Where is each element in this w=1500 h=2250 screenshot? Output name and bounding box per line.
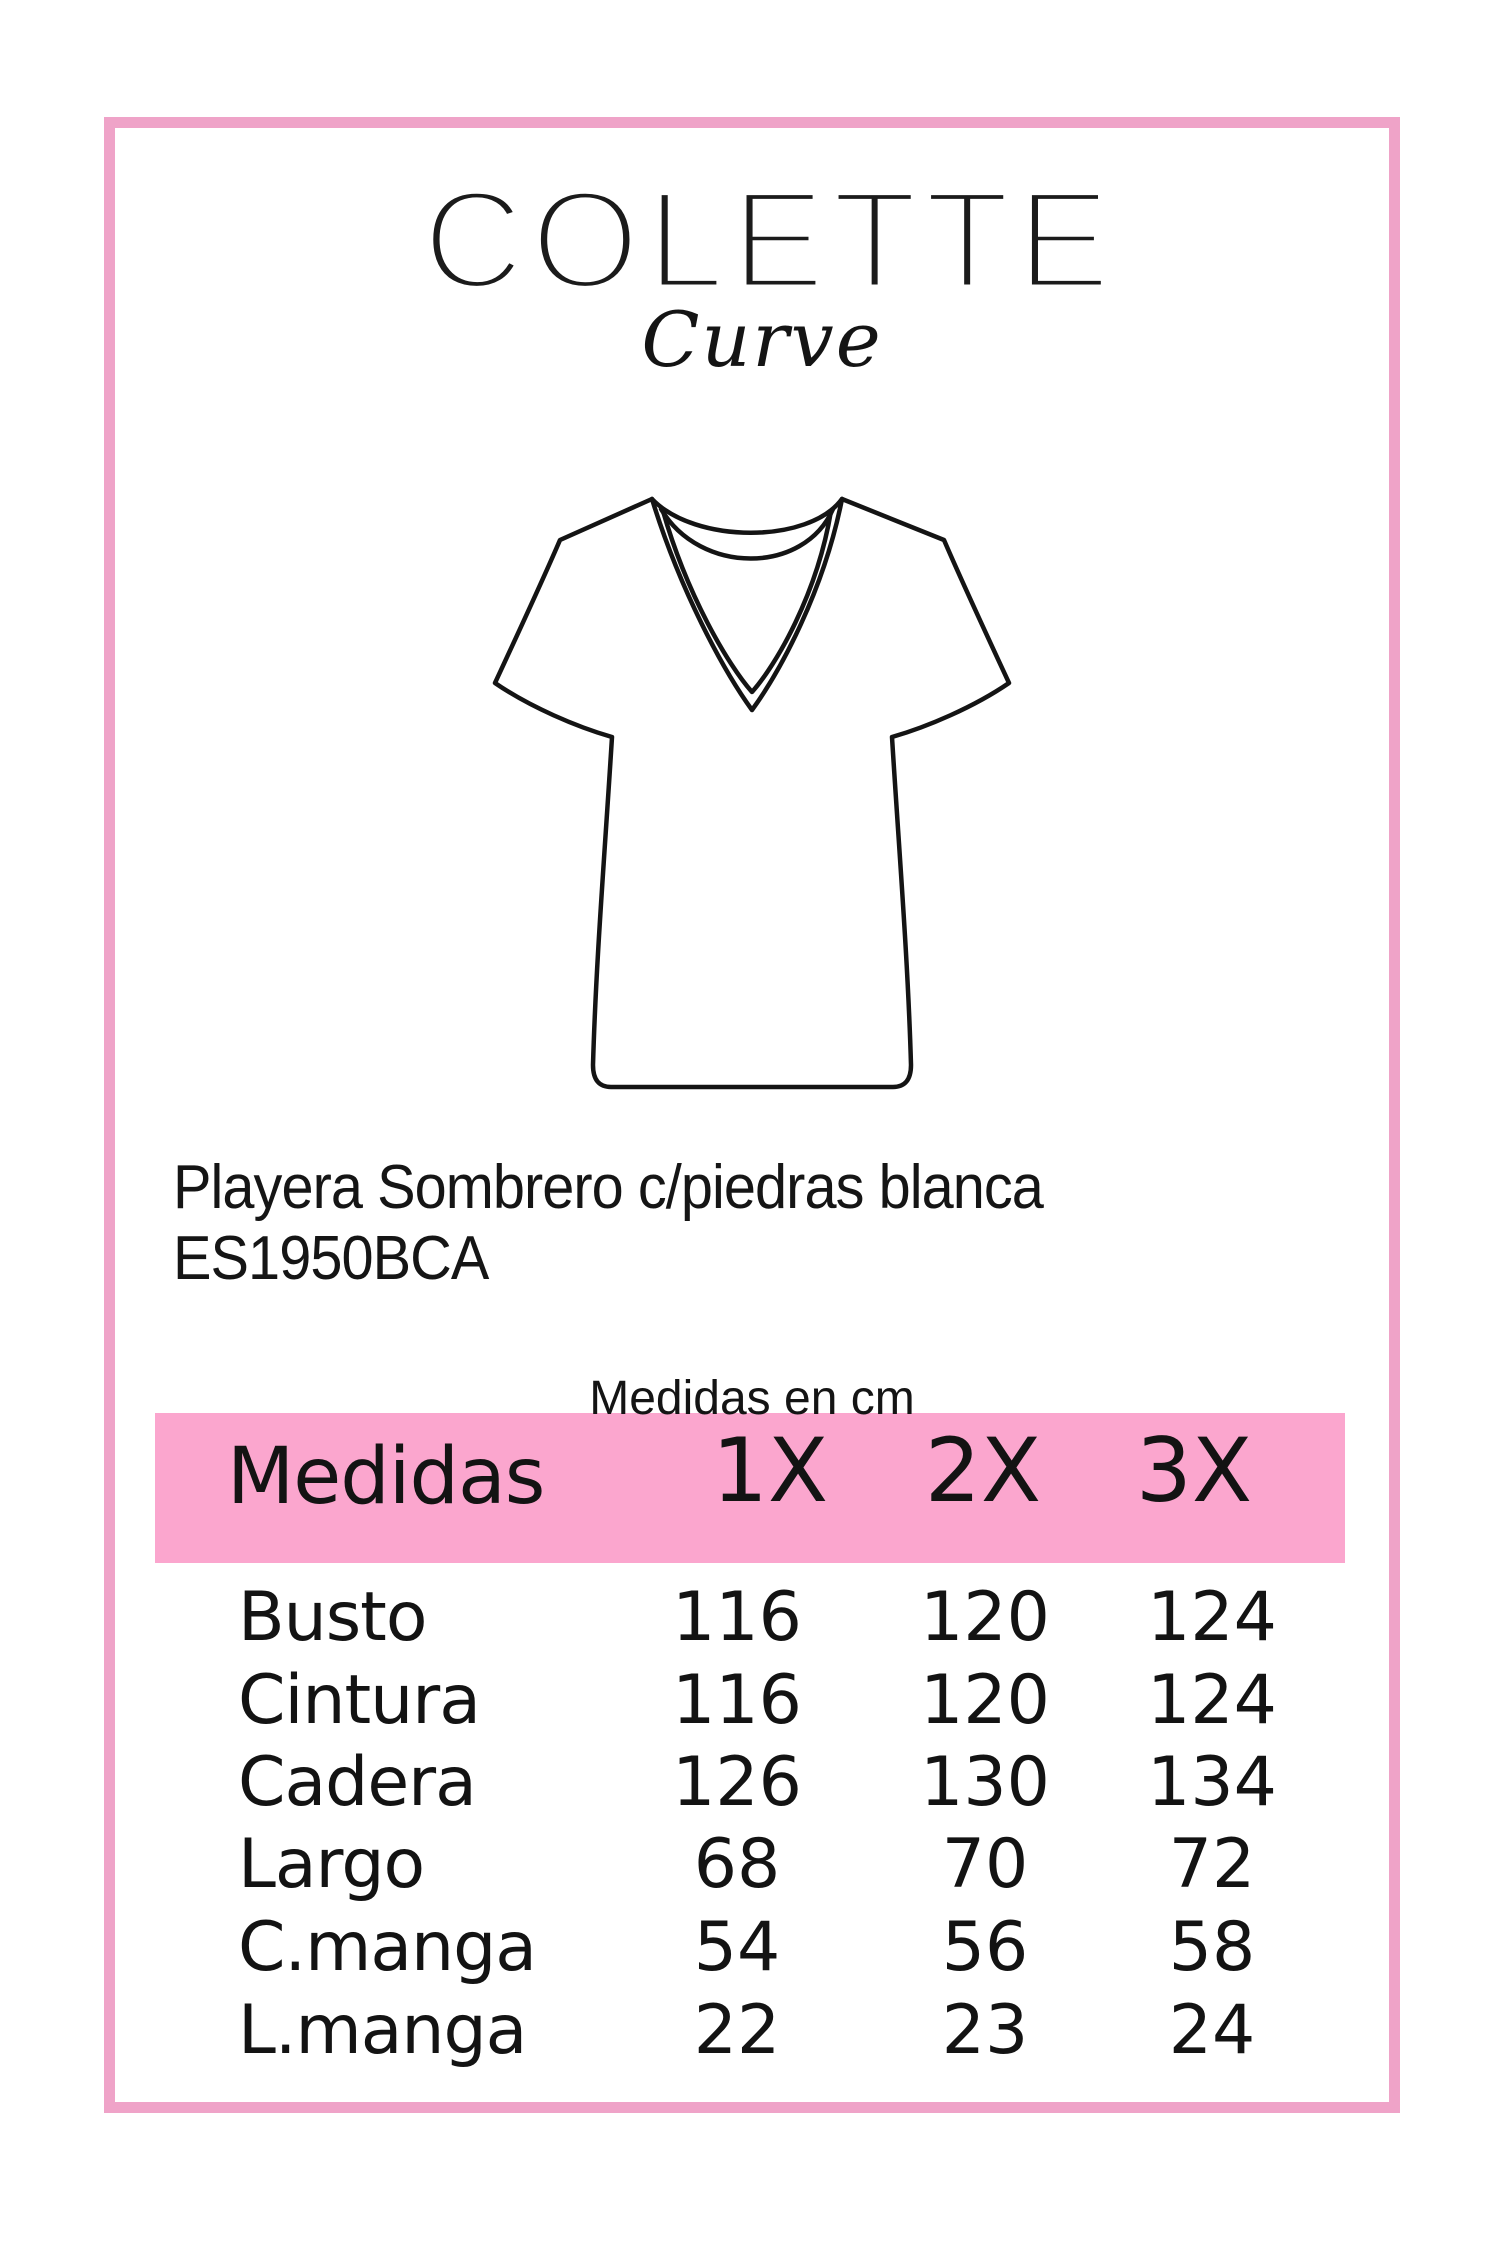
row-value-3x: 24	[1168, 1991, 1256, 2070]
row-value-2x: 120	[920, 1661, 1050, 1740]
row-label: Busto	[238, 1578, 427, 1657]
row-value-1x: 116	[672, 1661, 802, 1740]
row-label: C.manga	[238, 1908, 537, 1987]
row-label: Largo	[238, 1825, 425, 1904]
row-value-1x: 68	[693, 1825, 781, 1904]
row-value-3x: 124	[1147, 1661, 1277, 1740]
row-value-1x: 22	[693, 1991, 781, 2070]
row-value-1x: 54	[693, 1908, 781, 1987]
row-value-3x: 134	[1147, 1743, 1277, 1822]
pink-border-frame	[104, 117, 1400, 2113]
table-header-bar	[155, 1413, 1345, 1563]
size-column-2x: 2X	[924, 1419, 1042, 1522]
row-value-2x: 56	[941, 1908, 1029, 1987]
table-header-label: Medidas	[227, 1432, 545, 1522]
product-name: Playera Sombrero c/piedras blanca	[173, 1153, 1044, 1222]
row-label: Cintura	[238, 1661, 481, 1740]
brand-collection-script: Curve	[641, 295, 883, 384]
product-code: ES1950BCA	[173, 1224, 489, 1293]
tshirt-line-icon	[492, 496, 1012, 1090]
row-value-3x: 124	[1147, 1578, 1277, 1657]
table-row: Busto 116 120 124	[0, 1584, 1500, 1652]
size-column-1x: 1X	[711, 1419, 829, 1522]
row-value-1x: 126	[672, 1743, 802, 1822]
table-row: C.manga 54 56 58	[0, 1914, 1500, 1982]
row-value-3x: 72	[1168, 1825, 1256, 1904]
table-row: Cintura 116 120 124	[0, 1667, 1500, 1735]
row-value-1x: 116	[672, 1578, 802, 1657]
row-label: Cadera	[238, 1743, 477, 1822]
row-value-2x: 70	[941, 1825, 1029, 1904]
brand-logo: COLETTE	[419, 161, 1118, 318]
row-value-2x: 130	[920, 1743, 1050, 1822]
row-value-3x: 58	[1168, 1908, 1256, 1987]
table-row: Largo 68 70 72	[0, 1831, 1500, 1899]
row-value-2x: 120	[920, 1578, 1050, 1657]
units-note: Medidas en cm	[589, 1372, 915, 1425]
size-column-3x: 3X	[1135, 1419, 1253, 1522]
table-row: Cadera 126 130 134	[0, 1749, 1500, 1817]
table-row: L.manga 22 23 24	[0, 1997, 1500, 2065]
row-value-2x: 23	[941, 1991, 1029, 2070]
row-label: L.manga	[238, 1991, 527, 2070]
product-info: Playera Sombrero c/piedras blanca ES1950…	[173, 1152, 1044, 1294]
